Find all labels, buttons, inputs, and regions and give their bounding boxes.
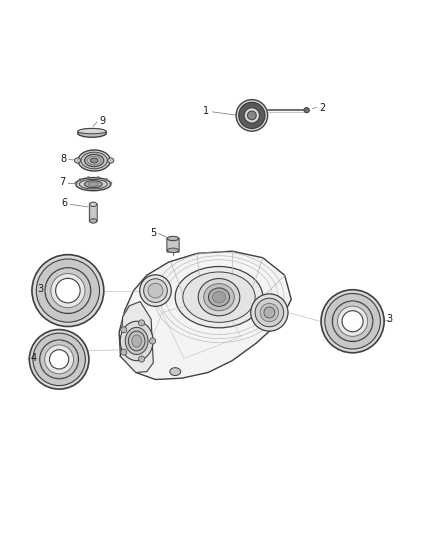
Circle shape — [51, 273, 85, 308]
Ellipse shape — [88, 156, 101, 165]
Ellipse shape — [85, 155, 104, 167]
Polygon shape — [119, 251, 291, 379]
Text: 4: 4 — [31, 353, 37, 362]
Ellipse shape — [260, 303, 279, 322]
Ellipse shape — [78, 150, 110, 171]
Circle shape — [87, 176, 90, 179]
Ellipse shape — [144, 279, 167, 302]
Ellipse shape — [76, 177, 111, 191]
Ellipse shape — [132, 335, 141, 347]
Circle shape — [121, 327, 127, 333]
Circle shape — [321, 290, 384, 353]
Circle shape — [138, 356, 145, 362]
FancyBboxPatch shape — [167, 238, 179, 252]
Circle shape — [33, 333, 85, 385]
Ellipse shape — [198, 279, 240, 316]
Text: 7: 7 — [60, 177, 66, 188]
Text: 3: 3 — [387, 314, 393, 325]
Text: 8: 8 — [60, 154, 67, 164]
Text: 3: 3 — [37, 284, 43, 294]
Ellipse shape — [90, 219, 97, 223]
Ellipse shape — [78, 128, 106, 138]
Ellipse shape — [167, 236, 179, 241]
Ellipse shape — [79, 179, 107, 189]
Ellipse shape — [208, 288, 230, 306]
Ellipse shape — [128, 331, 145, 351]
Ellipse shape — [204, 284, 234, 311]
Circle shape — [56, 278, 80, 303]
Circle shape — [36, 259, 99, 322]
Ellipse shape — [120, 321, 153, 361]
Ellipse shape — [74, 158, 81, 163]
Circle shape — [40, 340, 78, 378]
Circle shape — [32, 255, 104, 327]
Ellipse shape — [170, 368, 180, 376]
Circle shape — [325, 294, 380, 349]
Ellipse shape — [140, 275, 171, 306]
Text: 6: 6 — [62, 198, 68, 208]
Ellipse shape — [167, 248, 179, 253]
Ellipse shape — [175, 266, 263, 328]
Ellipse shape — [255, 298, 284, 327]
Ellipse shape — [244, 108, 259, 123]
Ellipse shape — [125, 327, 148, 354]
Ellipse shape — [236, 100, 268, 131]
Ellipse shape — [247, 111, 256, 120]
Ellipse shape — [81, 152, 107, 169]
Ellipse shape — [90, 202, 97, 206]
Circle shape — [45, 268, 91, 313]
Circle shape — [138, 320, 145, 326]
Circle shape — [149, 338, 155, 344]
Ellipse shape — [85, 181, 102, 188]
Circle shape — [304, 108, 309, 113]
Ellipse shape — [90, 158, 98, 163]
Ellipse shape — [239, 102, 265, 128]
Circle shape — [110, 182, 112, 184]
Ellipse shape — [108, 158, 114, 163]
Circle shape — [332, 301, 373, 342]
Ellipse shape — [78, 132, 106, 136]
Text: 9: 9 — [100, 116, 106, 126]
Text: 5: 5 — [150, 228, 156, 238]
FancyBboxPatch shape — [89, 204, 97, 221]
Ellipse shape — [88, 182, 99, 187]
Text: 2: 2 — [319, 102, 325, 112]
Circle shape — [338, 306, 368, 336]
Circle shape — [97, 176, 99, 179]
Polygon shape — [120, 302, 153, 373]
Text: 1: 1 — [203, 106, 209, 116]
Ellipse shape — [212, 292, 226, 303]
Circle shape — [79, 179, 81, 181]
Circle shape — [105, 179, 108, 181]
Ellipse shape — [148, 283, 163, 298]
Circle shape — [29, 329, 89, 389]
Ellipse shape — [251, 294, 288, 331]
Circle shape — [49, 350, 69, 369]
Ellipse shape — [78, 128, 106, 134]
Ellipse shape — [183, 272, 255, 322]
Circle shape — [121, 349, 127, 355]
Ellipse shape — [264, 307, 275, 318]
Circle shape — [45, 345, 74, 374]
Circle shape — [74, 182, 77, 184]
Circle shape — [342, 311, 363, 332]
